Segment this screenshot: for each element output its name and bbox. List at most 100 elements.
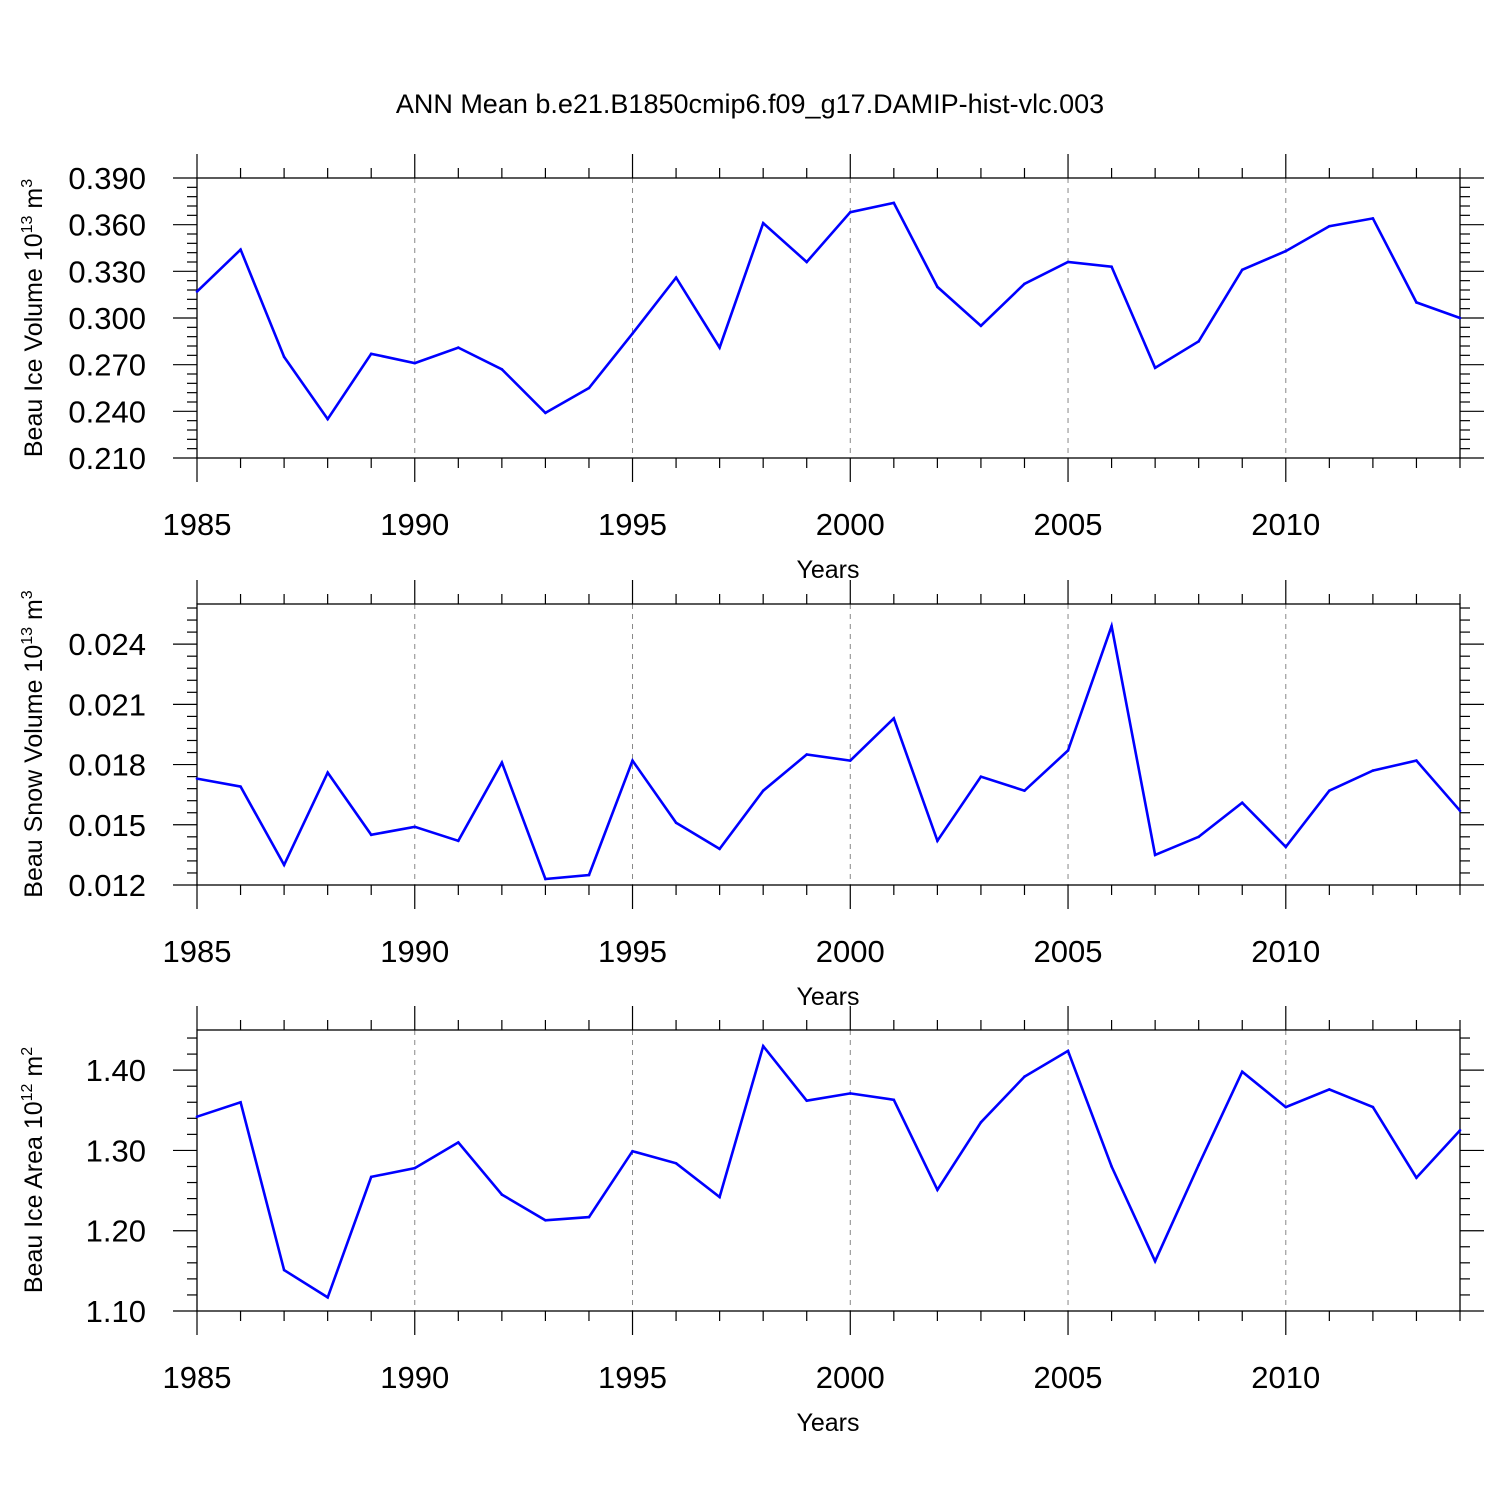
data-point (761, 221, 765, 225)
x-tick-label: 2010 (1251, 934, 1320, 969)
plot-frame (196, 603, 1461, 886)
data-point (848, 1092, 852, 1095)
panel-3: 1.10 1.20 1.30 1.40 1985 1990 1995 2000 2005 2010… (19, 1006, 1484, 1437)
data-point (282, 355, 286, 359)
data-point (979, 775, 983, 778)
x-tick-label: 2010 (1251, 507, 1320, 542)
x-tick-label: 1990 (380, 507, 449, 542)
y-axis-label-unit-exponent: 3 (19, 179, 36, 188)
y-tick-label: 1.30 (86, 1133, 146, 1168)
data-point (1371, 769, 1375, 772)
data-point (326, 417, 329, 421)
data-point (1153, 853, 1157, 857)
data-point (1066, 260, 1070, 264)
data-point (413, 1166, 417, 1170)
data-point (544, 411, 547, 415)
data-point (1415, 301, 1418, 304)
x-tick-label: 2010 (1251, 1360, 1320, 1395)
x-tick-label: 1990 (380, 934, 449, 969)
y-tick-label: 0.015 (68, 808, 146, 843)
y-tick-label: 0.210 (68, 441, 146, 476)
y-tick-label: 0.024 (68, 627, 146, 662)
y-axis-label-exponent: 13 (19, 215, 36, 233)
data-point (848, 759, 852, 762)
data-point (674, 276, 678, 279)
data-point (1066, 1049, 1070, 1053)
y-tick-label: 0.270 (68, 348, 146, 383)
y-axis-label-exponent: 12 (19, 1083, 36, 1101)
data-point (326, 771, 329, 774)
data-point (457, 346, 460, 349)
data-point (1371, 1105, 1375, 1109)
x-tick-label: 1995 (598, 507, 667, 542)
series-line (196, 1043, 1461, 1300)
data-point (369, 833, 373, 837)
y-tick-label: 0.360 (68, 208, 146, 243)
data-point (718, 847, 721, 851)
data-point (1023, 1075, 1026, 1078)
data-point (718, 346, 721, 349)
data-point (674, 821, 678, 825)
data-point (500, 368, 504, 371)
data-point (1328, 789, 1331, 792)
data-point (674, 1161, 678, 1165)
data-point (848, 210, 852, 214)
data-point (239, 1100, 242, 1104)
series-line (196, 201, 1461, 422)
data-point (1458, 316, 1462, 320)
y-tick-label: 0.300 (68, 301, 146, 336)
y-axis-label-exponent: 13 (19, 627, 36, 645)
data-point (1153, 1259, 1157, 1263)
data-point (195, 1115, 199, 1119)
data-point (805, 260, 809, 264)
x-tick-label: 1985 (163, 507, 232, 542)
data-point (1023, 789, 1026, 792)
y-tick-label: 0.012 (68, 868, 146, 903)
x-tick-label: 2005 (1034, 934, 1103, 969)
data-point (1328, 1088, 1331, 1091)
data-point (892, 717, 896, 720)
data-point (587, 386, 591, 390)
data-point (761, 789, 765, 792)
y-axis-label: Beau Snow Volume 1013 m3 (19, 590, 48, 898)
y-tick-label: 0.330 (68, 254, 146, 289)
data-point (892, 201, 896, 205)
data-point (195, 290, 199, 293)
data-point (1415, 759, 1418, 762)
data-point (805, 753, 809, 756)
y-axis-label: Beau Ice Area 1012 m2 (19, 1047, 48, 1293)
y-axis-label-unit-exponent: 3 (19, 590, 36, 599)
data-point (1197, 835, 1200, 839)
x-axis-label: Years (796, 556, 859, 584)
data-point (239, 248, 242, 251)
y-tick-label: 1.20 (86, 1214, 146, 1249)
data-point (1066, 749, 1070, 752)
y-axis-label-unit: m (20, 599, 48, 627)
data-point (1197, 1163, 1200, 1167)
series-line (196, 621, 1461, 881)
y-axis-label-unit: m (20, 1056, 48, 1084)
data-point (979, 1121, 983, 1124)
data-point (1458, 809, 1462, 813)
data-point (936, 839, 939, 843)
data-point (1371, 217, 1375, 220)
x-axis-label: Years (796, 1409, 859, 1437)
data-point (936, 285, 939, 289)
data-point (979, 324, 983, 328)
data-point (1110, 1165, 1113, 1168)
plot-frame (196, 1029, 1461, 1312)
x-tick-label: 1990 (380, 1360, 449, 1395)
y-tick-label: 0.021 (68, 687, 146, 722)
data-point (457, 1141, 460, 1144)
data-point (369, 352, 373, 356)
data-point (587, 1215, 591, 1219)
data-point (805, 1099, 809, 1102)
x-tick-label: 2000 (816, 1360, 885, 1395)
data-point (544, 1218, 547, 1222)
data-point (282, 863, 286, 867)
y-axis-label-main: Beau Ice Volume 10 (20, 233, 48, 457)
figure-title: ANN Mean b.e21.B1850cmip6.f09_g17.DAMIP-… (396, 89, 1104, 119)
